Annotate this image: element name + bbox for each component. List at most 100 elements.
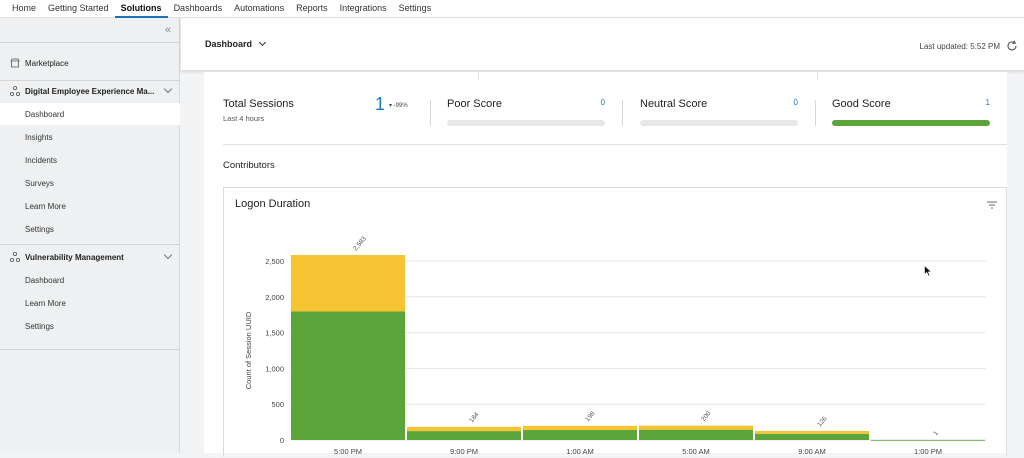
sidebar-divider: [0, 349, 180, 350]
score-bar: [447, 120, 605, 126]
sidebar-item-insights[interactable]: Insights: [25, 132, 53, 142]
section-title: Digital Employee Experience Ma...: [25, 86, 155, 96]
kpi-divider: [430, 100, 431, 126]
bar-total-label: 200: [700, 410, 713, 423]
kpi-divider: [815, 100, 816, 126]
sidebar-divider: [0, 42, 180, 43]
nav-tab-integrations[interactable]: Integrations: [339, 2, 387, 13]
bar-segment-green: [755, 433, 869, 440]
nav-tab-getting-started[interactable]: Getting Started: [48, 2, 109, 13]
score-bar: [832, 120, 990, 126]
bar-total-label: 2,583: [352, 235, 368, 252]
sidebar-item-surveys[interactable]: Surveys: [25, 178, 54, 188]
nav-tab-reports[interactable]: Reports: [296, 2, 328, 13]
kpi-row: Total Sessions Last 4 hours 1 ▾ -99% Poo…: [204, 94, 1007, 138]
chevron-down-icon[interactable]: [163, 84, 173, 94]
kpi-label: Good Score: [832, 98, 891, 110]
kpi-label: Total Sessions: [223, 98, 294, 110]
dashboard-selector[interactable]: Dashboard: [205, 38, 267, 49]
sidebar-section-dex[interactable]: Digital Employee Experience Ma...: [0, 80, 180, 102]
kpi-trend: ▾ -99%: [389, 103, 408, 109]
bar-segment-green: [523, 429, 637, 440]
top-navigation: Home Getting Started Solutions Dashboards Au…: [0, 0, 1024, 18]
bar-total-label: 126: [816, 415, 829, 428]
sidebar-section-vulnerability[interactable]: Vulnerability Management: [0, 246, 180, 268]
sidebar-item-dashboard[interactable]: Dashboard: [25, 275, 65, 285]
bar-segment-green: [639, 429, 753, 440]
refresh-icon[interactable]: [1006, 40, 1018, 52]
bar-segment-green: [407, 431, 521, 440]
kpi-neutral-score[interactable]: Neutral Score 0: [640, 98, 798, 130]
section-title: Vulnerability Management: [25, 252, 124, 262]
bar-segment-yellow: [523, 425, 637, 430]
sidebar-item-label: Marketplace: [25, 58, 69, 68]
bar-segment-yellow: [407, 426, 521, 432]
dashboard-header: Dashboard Last updated: 5:52 PM: [181, 18, 1024, 71]
kpi-subtitle: Last 4 hours: [223, 114, 265, 123]
kpi-value: 0: [600, 98, 605, 107]
y-tick-label: 2,000: [265, 293, 284, 302]
score-bar: [640, 120, 798, 126]
sidebar-item-dashboard[interactable]: Dashboard: [0, 103, 180, 125]
y-tick-label: 0: [280, 436, 284, 445]
bar-segment-green: [291, 311, 405, 440]
logon-duration-card: Logon Duration 0 500 1,000 1,500 2,000 2,500 C…: [223, 187, 1007, 457]
chevron-down-icon[interactable]: [163, 250, 173, 260]
y-tick-label: 1,500: [265, 329, 284, 338]
sidebar-item-learn-more[interactable]: Learn More: [25, 201, 66, 211]
bar-segment-green: [871, 439, 985, 441]
x-tick-label: 9:00 PM: [450, 447, 478, 456]
dashboard-title: Dashboard: [205, 39, 253, 49]
bar-total-label: 184: [468, 411, 481, 424]
y-axis-label: Count of Session UUID: [244, 311, 253, 389]
x-tick-label: 5:00 AM: [682, 447, 710, 456]
contributors-heading: Contributors: [223, 160, 275, 171]
store-icon: [10, 58, 20, 68]
kpi-value: 1: [375, 94, 386, 114]
score-bar-fill: [832, 120, 990, 126]
previous-widget-edge: [478, 72, 818, 80]
x-tick-label: 1:00 AM: [566, 447, 594, 456]
kpi-divider: [622, 100, 623, 126]
kpi-total-sessions[interactable]: Total Sessions Last 4 hours 1 ▾ -99%: [223, 94, 413, 130]
sidebar-divider: [0, 244, 180, 245]
nav-tab-solutions[interactable]: Solutions: [114, 0, 168, 18]
last-updated-text: Last updated: 5:52 PM: [919, 42, 1001, 51]
bar-segment-yellow: [639, 425, 753, 430]
kpi-good-score[interactable]: Good Score 1: [832, 98, 990, 130]
sidebar-item-settings[interactable]: Settings: [25, 321, 54, 331]
hierarchy-icon: [10, 86, 20, 96]
kpi-poor-score[interactable]: Poor Score 0: [447, 98, 605, 130]
sidebar: « Marketplace Digital Employee Experienc…: [0, 18, 180, 453]
dashboard-content: Total Sessions Last 4 hours 1 ▾ -99% Poo…: [204, 72, 1007, 457]
kpi-value: 1: [985, 98, 990, 107]
bar-total-label: 1: [932, 430, 940, 438]
sidebar-item-marketplace[interactable]: Marketplace: [0, 52, 180, 74]
sidebar-item-settings[interactable]: Settings: [25, 224, 54, 234]
x-tick-label: 9:00 AM: [798, 447, 826, 456]
nav-tab-settings[interactable]: Settings: [398, 2, 432, 13]
chevron-down-icon: [258, 38, 267, 47]
nav-tab-home[interactable]: Home: [12, 2, 37, 13]
nav-tab-automations[interactable]: Automations: [234, 2, 285, 13]
sidebar-item-incidents[interactable]: Incidents: [25, 155, 58, 165]
bar-segment-yellow: [755, 430, 869, 434]
x-tick-label: 5:00 PM: [334, 447, 362, 456]
y-tick-label: 2,500: [265, 257, 284, 266]
section-divider: [223, 144, 1007, 145]
kpi-value: 0: [793, 98, 798, 107]
bar-total-label: 198: [584, 410, 597, 423]
main-area: Dashboard Last updated: 5:52 PM Total Se…: [181, 18, 1024, 457]
y-tick-label: 500: [271, 400, 284, 409]
logon-duration-chart: 0 500 1,000 1,500 2,000 2,500 Count of Session…: [244, 235, 986, 456]
x-tick-label: 1:00 PM: [914, 447, 942, 456]
sidebar-item-learn-more[interactable]: Learn More: [25, 298, 66, 308]
card-title: Logon Duration: [235, 198, 311, 210]
mouse-cursor-icon: [924, 265, 932, 277]
sidebar-divider: [0, 80, 180, 81]
nav-tab-dashboards[interactable]: Dashboards: [173, 2, 223, 13]
collapse-sidebar-icon[interactable]: «: [164, 24, 171, 36]
kpi-label: Poor Score: [447, 98, 503, 110]
filter-icon[interactable]: [986, 200, 998, 210]
kpi-label: Neutral Score: [640, 98, 708, 110]
